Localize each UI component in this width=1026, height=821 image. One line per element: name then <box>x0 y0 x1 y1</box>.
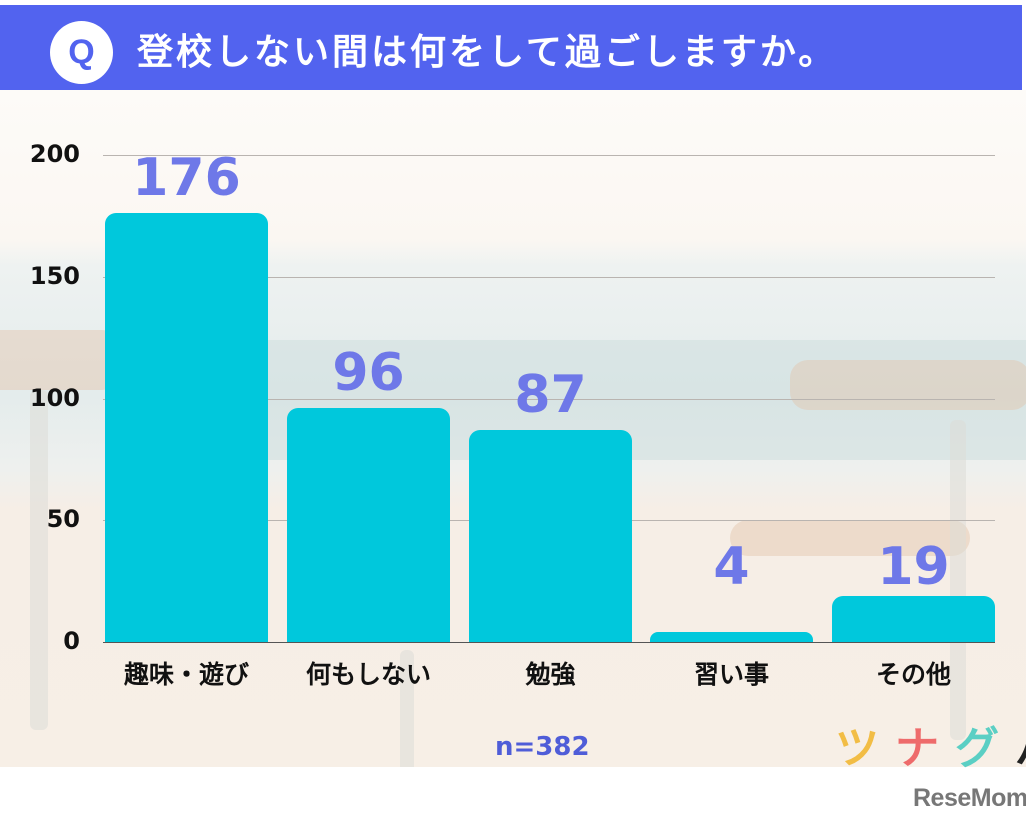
chart-title: 登校しない間は何をして過ごしますか。 <box>137 32 838 73</box>
question-badge-icon: Q <box>50 21 113 84</box>
bar-value-label: 176 <box>132 148 241 208</box>
y-tick-label: 50 <box>46 505 80 533</box>
desk-decor <box>790 360 1026 410</box>
category-label: 習い事 <box>693 660 769 689</box>
sample-size-label: n=382 <box>495 732 590 762</box>
category-label: その他 <box>875 660 951 689</box>
tsunaguba-logo: ツ ナ グ バ <box>835 712 1026 776</box>
bar-lessons <box>650 632 813 642</box>
logo-char: バ <box>1015 712 1026 776</box>
bar-hobby-play <box>105 213 268 642</box>
y-tick-label: 0 <box>63 627 80 655</box>
x-axis-baseline <box>103 642 995 643</box>
logo-char: ナ <box>895 723 939 774</box>
category-label: 何もしない <box>305 660 431 689</box>
bar-value-label: 87 <box>514 365 587 425</box>
bar-value-label: 19 <box>877 537 950 597</box>
logo-char: ツ <box>835 723 879 774</box>
question-header: Q 登校しない間は何をして過ごしますか。 <box>0 5 1022 90</box>
chair-leg-decor <box>400 650 414 767</box>
category-label: 勉強 <box>525 660 576 689</box>
chair-leg-decor <box>30 390 48 730</box>
resemom-logo: ReseMom. <box>913 784 1026 812</box>
chair-leg-decor <box>950 420 966 740</box>
gridline-150 <box>103 277 995 278</box>
desk-decor <box>730 520 970 556</box>
category-label: 趣味・遊び <box>123 660 249 689</box>
gridline-200 <box>103 155 995 156</box>
y-tick-label: 150 <box>29 262 80 290</box>
gridline-100 <box>103 399 995 400</box>
question-badge-letter: Q <box>68 33 95 71</box>
bar-study <box>469 430 632 642</box>
bar-nothing <box>287 408 450 642</box>
bar-value-label: 4 <box>713 537 750 597</box>
y-tick-label: 200 <box>29 140 80 168</box>
desk-decor <box>0 330 120 390</box>
y-tick-label: 100 <box>29 384 80 412</box>
logo-char: グ <box>955 723 999 774</box>
bar-value-label: 96 <box>332 343 405 403</box>
bar-other <box>832 596 995 642</box>
